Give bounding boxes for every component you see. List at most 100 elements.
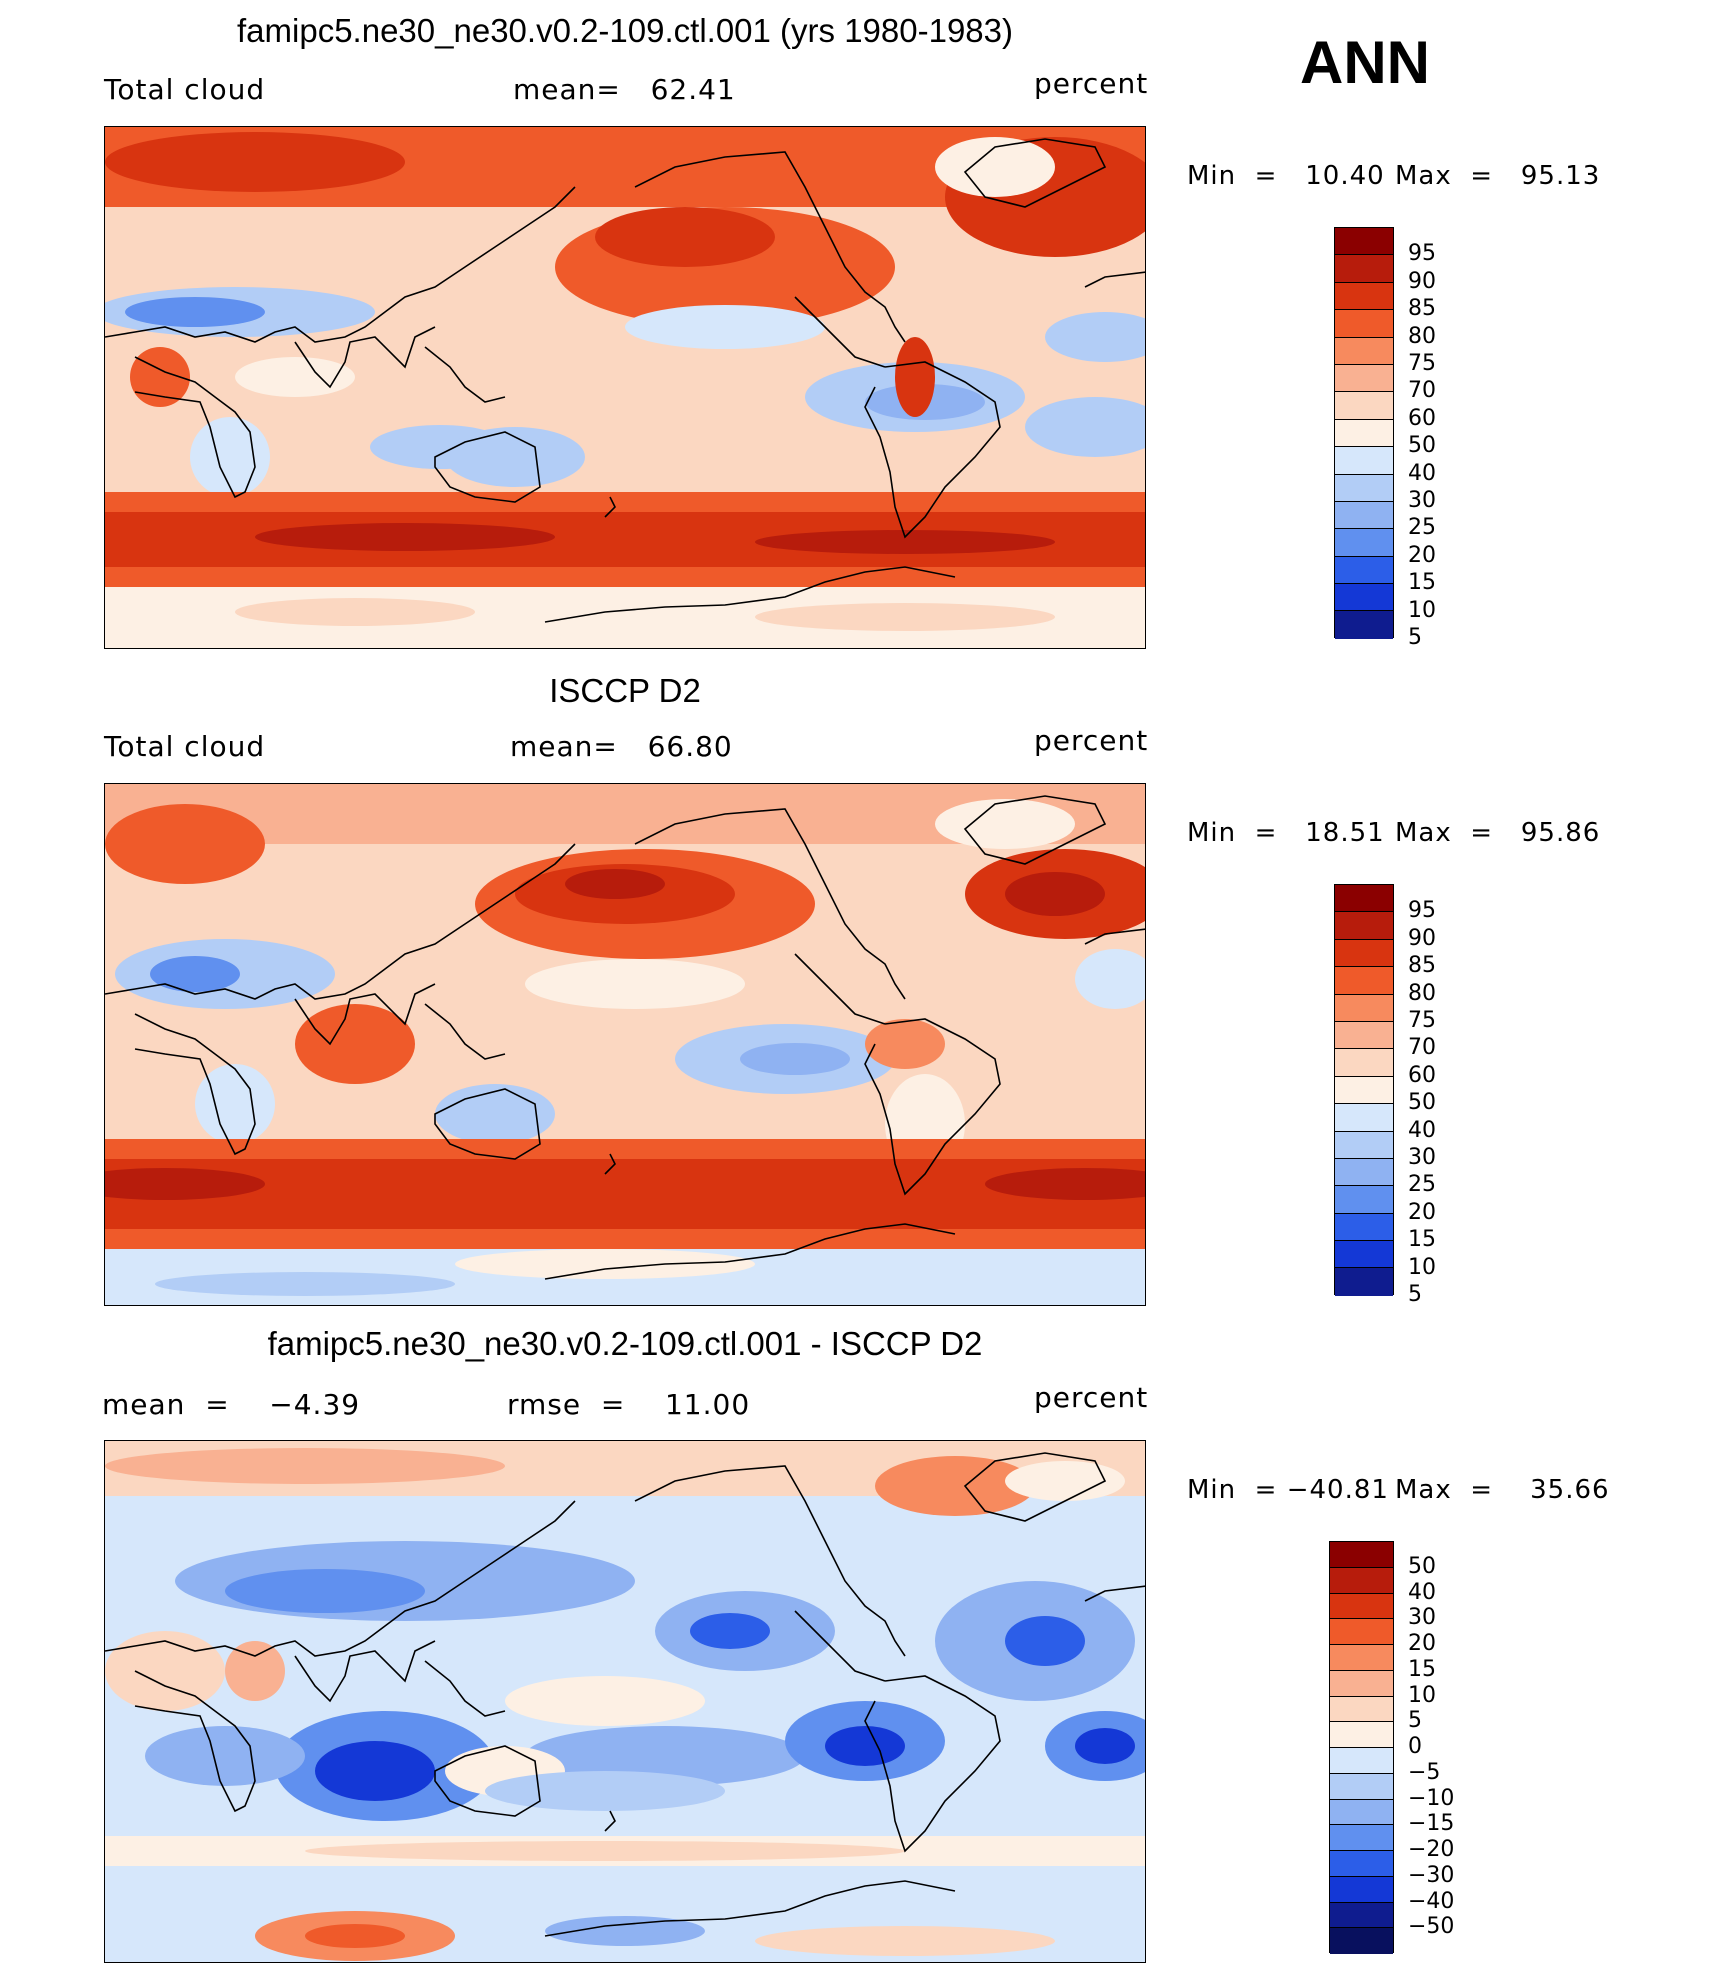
colorbar-tick-label: 50 [1408, 1553, 1436, 1579]
colorbar-tick-label: 15 [1408, 570, 1436, 596]
colorbar-tick-label: 40 [1408, 460, 1436, 486]
colorbar-tick-label: 75 [1408, 1008, 1436, 1033]
colorbar-swatch [1335, 1241, 1393, 1269]
colorbar-swatch [1335, 1268, 1393, 1296]
panel1-variable-label: Total cloud [104, 73, 266, 106]
panel3-units-label: percent [1034, 1381, 1149, 1414]
colorbar-swatch [1335, 1104, 1393, 1132]
colorbar-tick-label: 50 [1408, 1090, 1436, 1116]
colorbar-tick-label: 70 [1408, 1035, 1436, 1061]
colorbar-tick-label: 5 [1408, 625, 1422, 650]
colorbar-swatch [1330, 1851, 1393, 1877]
colorbar-swatch [1335, 447, 1393, 475]
panel1-max-label: Max = 95.13 [1395, 161, 1601, 191]
colorbar-swatch [1330, 1748, 1393, 1774]
colorbar-swatch [1330, 1928, 1393, 1954]
colorbar-tick-label: 95 [1408, 241, 1436, 267]
panel1-units-label: percent [1034, 67, 1149, 100]
colorbar-swatch [1330, 1542, 1393, 1568]
colorbar-swatch [1335, 967, 1393, 995]
colorbar-swatch [1335, 501, 1393, 530]
colorbar-tick-label: −30 [1408, 1862, 1455, 1888]
colorbar-swatch [1335, 939, 1393, 968]
colorbar-swatch [1335, 1186, 1393, 1214]
colorbar-swatch [1330, 1799, 1393, 1826]
panel3-map [104, 1440, 1146, 1963]
colorbar-swatch [1335, 611, 1393, 639]
colorbar-swatch [1335, 337, 1393, 365]
colorbar-tick-label: 15 [1408, 1656, 1436, 1682]
panel3-title: famipc5.ne30_ne30.v0.2-109.ctl.001 - ISC… [267, 1325, 983, 1362]
season-label: ANN [1300, 29, 1430, 96]
colorbar-tick-label: −5 [1408, 1759, 1441, 1785]
panel2-units-label: percent [1034, 724, 1149, 757]
colorbar-swatch [1335, 584, 1393, 612]
panel3-rmse-label: rmse = 11.00 [507, 1388, 751, 1421]
colorbar-tick-label: 30 [1408, 1145, 1436, 1170]
panel2-map [104, 783, 1146, 1306]
panel3-max-label: Max = 35.66 [1395, 1475, 1610, 1505]
colorbar-tick-label: 50 [1408, 433, 1436, 459]
colorbar-tick-label: 25 [1408, 1172, 1436, 1198]
colorbar-tick-label: 70 [1408, 378, 1436, 404]
colorbar-tick-label: 60 [1408, 405, 1436, 431]
colorbar-swatch [1335, 255, 1393, 283]
colorbar-swatch [1330, 1902, 1393, 1929]
colorbar-tick-label: 80 [1408, 323, 1436, 349]
colorbar-swatch [1330, 1773, 1393, 1800]
colorbar-swatch [1335, 474, 1393, 502]
colorbar-swatch [1335, 364, 1393, 393]
colorbar-tick-label: 40 [1408, 1117, 1436, 1143]
colorbar-swatch [1335, 885, 1393, 913]
colorbar-swatch [1335, 392, 1393, 420]
colorbar-tick-label: 85 [1408, 953, 1436, 979]
panel3-colorbar [1329, 1541, 1394, 1954]
panel3-min-label: Min = −40.81 [1187, 1475, 1389, 1505]
panel2-variable-label: Total cloud [104, 730, 266, 763]
colorbar-swatch [1330, 1696, 1393, 1723]
panel3-mean-label: mean = −4.39 [102, 1388, 361, 1421]
colorbar-tick-label: 25 [1408, 515, 1436, 541]
colorbar-tick-label: −50 [1408, 1914, 1455, 1940]
colorbar-swatch [1335, 1131, 1393, 1159]
colorbar-swatch [1335, 556, 1393, 585]
colorbar-swatch [1330, 1619, 1393, 1645]
colorbar-tick-label: 5 [1408, 1708, 1422, 1734]
colorbar-swatch [1335, 310, 1393, 338]
colorbar-swatch [1335, 1021, 1393, 1050]
panel2-min-label: Min = 18.51 [1187, 818, 1385, 848]
panel2-title: ISCCP D2 [549, 672, 701, 709]
colorbar-swatch [1335, 282, 1393, 311]
panel3-map-svg [105, 1441, 1145, 1962]
colorbar-swatch [1335, 529, 1393, 557]
colorbar-swatch [1335, 1076, 1393, 1105]
colorbar-tick-label: 95 [1408, 898, 1436, 924]
colorbar-tick-label: 20 [1408, 542, 1436, 568]
colorbar-tick-label: 30 [1408, 1605, 1436, 1631]
colorbar-tick-label: 30 [1408, 488, 1436, 513]
colorbar-tick-label: 0 [1408, 1734, 1422, 1759]
colorbar-tick-label: −10 [1408, 1785, 1455, 1811]
colorbar-tick-label: −20 [1408, 1837, 1455, 1862]
panel1-colorbar [1334, 227, 1394, 639]
panel1-map [104, 126, 1146, 649]
panel2-max-label: Max = 95.86 [1395, 818, 1601, 848]
panel1-min-label: Min = 10.40 [1187, 161, 1385, 191]
colorbar-tick-label: 90 [1408, 925, 1436, 951]
colorbar-tick-label: 75 [1408, 351, 1436, 376]
colorbar-tick-label: 10 [1408, 1682, 1436, 1708]
colorbar-tick-label: −15 [1408, 1811, 1455, 1837]
colorbar-swatch [1335, 1158, 1393, 1187]
colorbar-swatch [1335, 228, 1393, 256]
colorbar-swatch [1335, 1049, 1393, 1077]
colorbar-tick-label: 90 [1408, 268, 1436, 294]
colorbar-swatch [1335, 1213, 1393, 1242]
colorbar-swatch [1330, 1645, 1393, 1671]
panel2-map-svg [105, 784, 1145, 1305]
colorbar-tick-label: 10 [1408, 1254, 1436, 1280]
colorbar-tick-label: 10 [1408, 597, 1436, 623]
panel2-colorbar [1334, 884, 1394, 1296]
colorbar-swatch [1330, 1593, 1393, 1620]
colorbar-tick-label: 15 [1408, 1227, 1436, 1253]
colorbar-tick-label: 20 [1408, 1199, 1436, 1225]
